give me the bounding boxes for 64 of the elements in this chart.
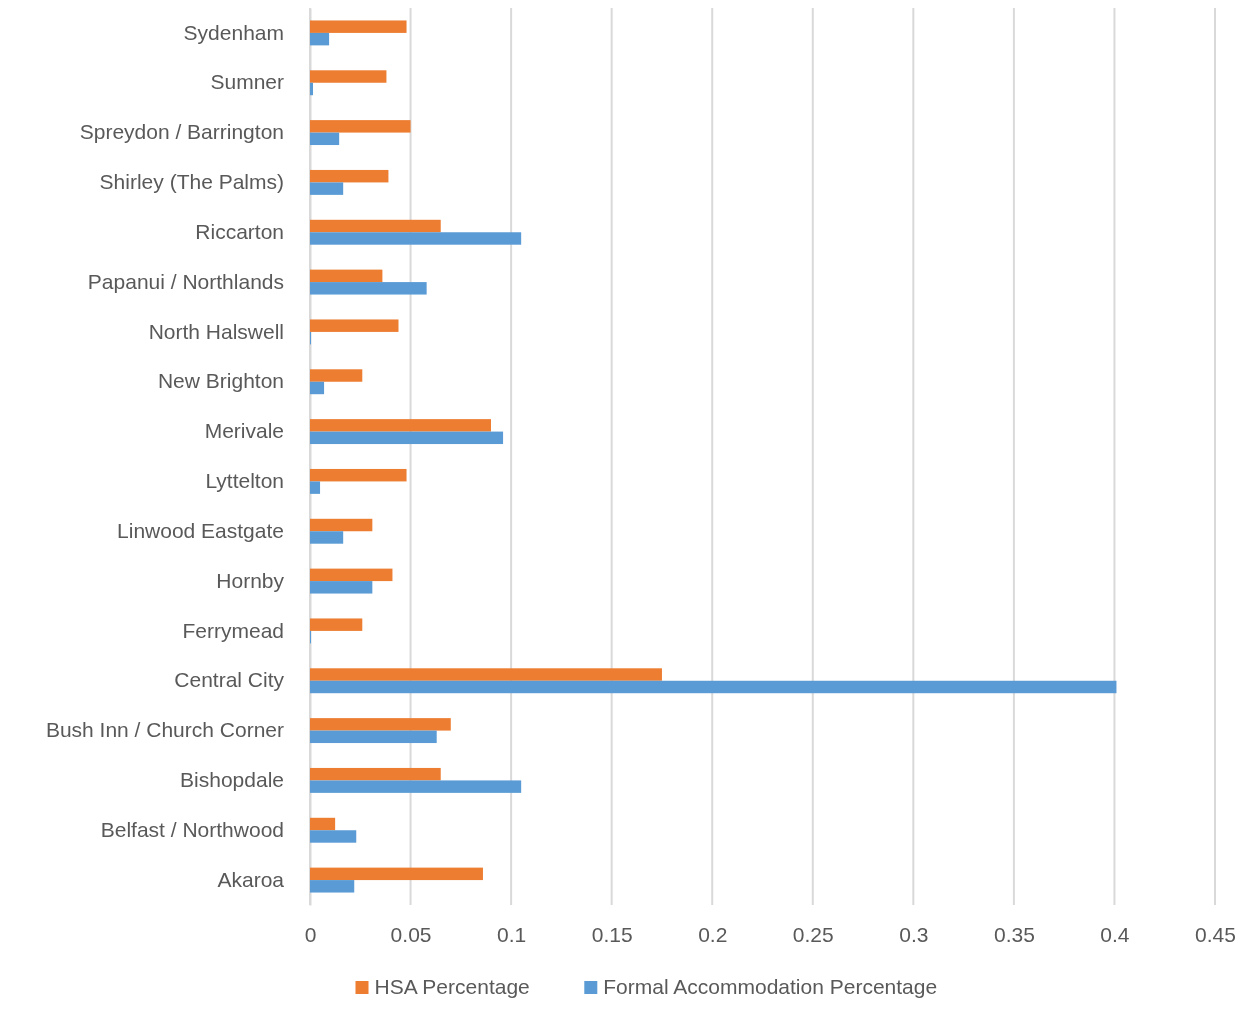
bar [310,618,363,631]
y-tick-label: Central City [174,668,285,692]
bar [310,468,407,482]
y-tick-label: Bishopdale [180,768,284,792]
bar [310,132,340,146]
x-tick-label: 0.4 [1100,922,1130,946]
legend-label: HSA Percentage [374,975,530,998]
bar [310,531,344,544]
x-tick-label: 0.45 [1195,922,1236,946]
bar [310,880,355,893]
bar [310,780,522,793]
y-tick-label: Sumner [210,70,285,94]
bar [310,680,1117,694]
bar [310,219,441,233]
bar [310,718,451,731]
y-tick-label: Lyttelton [205,469,284,493]
bar [310,381,325,395]
bar [310,269,383,283]
y-tick-label: Sydenham [183,20,284,44]
bar [310,20,407,33]
bar [310,70,387,83]
y-tick-label: Riccarton [195,219,284,243]
bar [310,369,363,382]
bar [310,319,399,332]
x-tick-label: 0.25 [792,922,834,946]
bar [310,730,437,744]
bar [310,518,373,532]
bar [310,867,483,881]
bar [310,481,321,494]
y-tick-label: Merivale [204,419,284,443]
bar [310,817,336,831]
bar [310,32,330,46]
y-tick-label: North Halswell [148,319,284,343]
x-tick-label: 0 [304,922,317,946]
y-tick-label: Linwood Eastgate [117,518,284,542]
bar [310,830,357,843]
y-tick-label: Hornby [216,568,285,592]
y-tick-label: Bush Inn / Church Corner [45,718,284,742]
legend-label: Formal Accommodation Percentage [603,975,938,998]
bar [310,182,344,195]
bar [310,82,314,96]
x-tick-label: 0.35 [993,922,1035,946]
bar [310,767,441,781]
x-tick-label: 0.3 [899,922,929,946]
x-tick-label: 0.1 [497,922,527,946]
bar [310,431,504,445]
bar [310,568,393,582]
bar [310,581,373,594]
y-tick-label: Shirley (The Palms) [99,170,284,194]
y-tick-label: Ferrymead [182,618,284,642]
y-tick-label: New Brighton [157,369,284,393]
x-tick-label: 0.05 [390,922,432,946]
bar [310,232,522,245]
bar [310,419,491,432]
x-tick-label: 0.2 [698,922,728,946]
bar [310,169,389,183]
y-tick-label: Spreydon / Barrington [79,120,284,144]
y-tick-label: Papanui / Northlands [87,269,284,293]
y-tick-label: Akaroa [217,867,285,891]
x-tick-label: 0.15 [591,922,633,946]
y-tick-label: Belfast / Northwood [100,817,284,841]
bar [310,668,662,681]
bar [310,282,427,295]
bar [310,120,411,133]
